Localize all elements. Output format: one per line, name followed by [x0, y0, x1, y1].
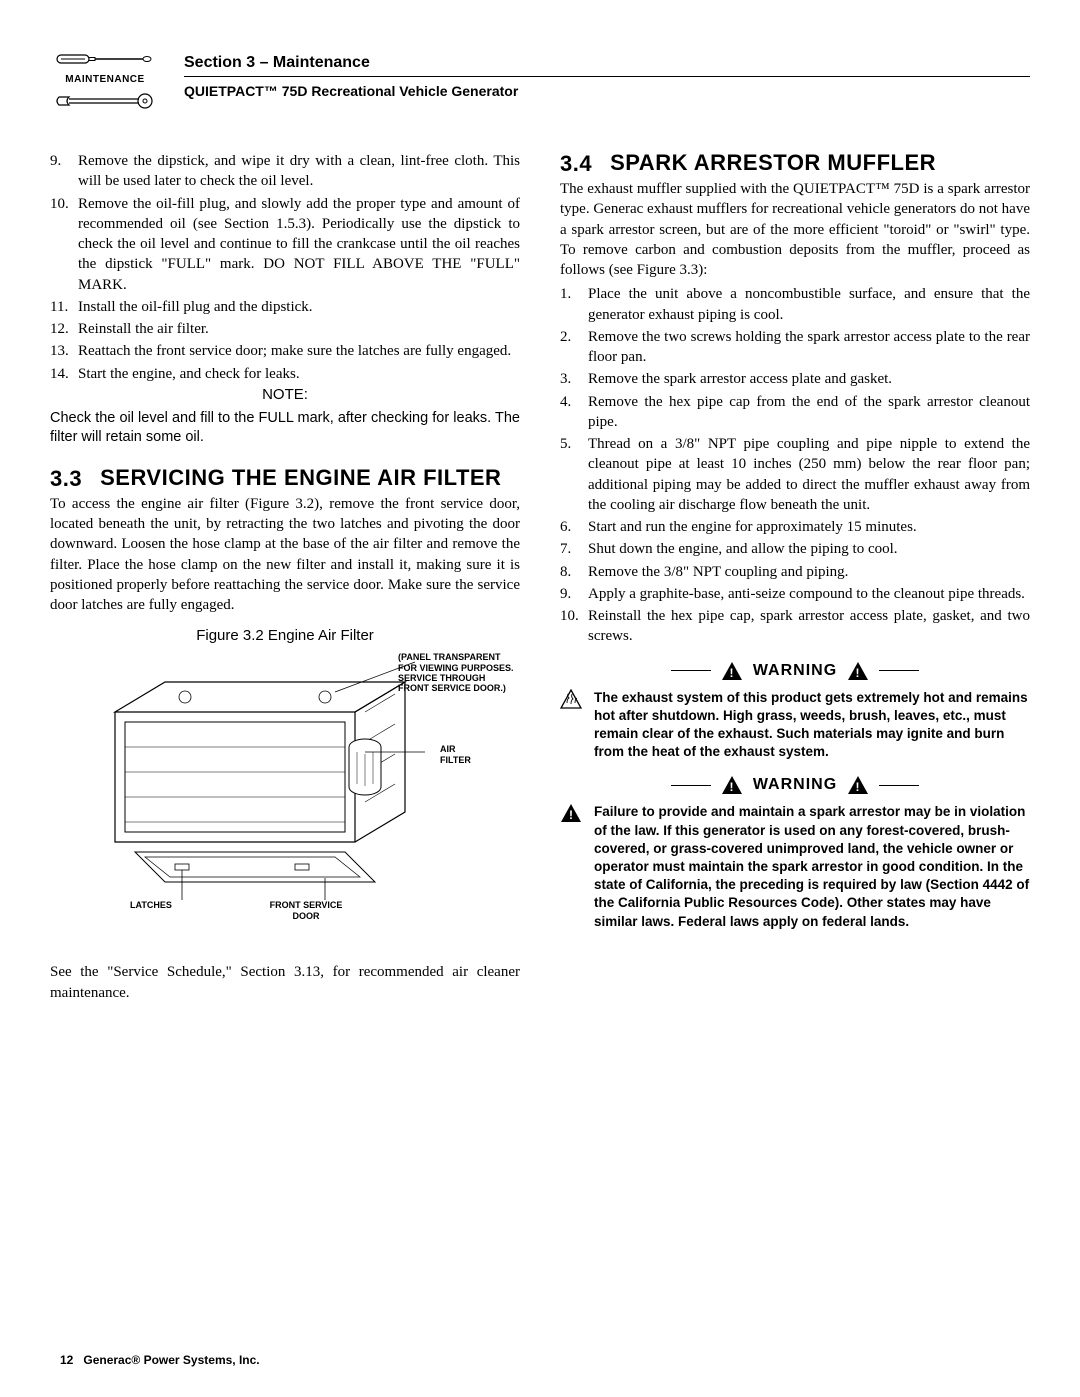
list-item: Reattach the front service door; make su…: [50, 341, 520, 361]
company-name: Generac® Power Systems, Inc.: [83, 1353, 259, 1367]
heading-text: SPARK ARRESTOR MUFFLER: [610, 151, 936, 177]
list-item: Reinstall the hex pipe cap, spark arrest…: [560, 606, 1030, 647]
warning-header-2: ! WARNING !: [560, 775, 1030, 795]
warning-body-1: The exhaust system of this product gets …: [560, 689, 1030, 762]
list-item: Remove the dipstick, and wipe it dry wit…: [50, 151, 520, 192]
warning-triangle-icon: !: [721, 775, 743, 795]
body-columns: Remove the dipstick, and wipe it dry wit…: [50, 151, 1030, 1013]
figure-caption: Figure 3.2 Engine Air Filter: [50, 627, 520, 644]
heading-number: 3.4: [560, 151, 592, 177]
page-footer: 12 Generac® Power Systems, Inc.: [60, 1353, 260, 1367]
header-titles: Section 3 – Maintenance QUIETPACT™ 75D R…: [184, 50, 1030, 99]
page-number: 12: [60, 1353, 73, 1367]
hot-surface-icon: [560, 689, 582, 709]
para-3-3: To access the engine air filter (Figure …: [50, 494, 520, 616]
list-item: Start the engine, and check for leaks.: [50, 364, 520, 384]
list-item: Apply a graphite-base, anti-seize compou…: [560, 584, 1030, 604]
list-item: Remove the two screws holding the spark …: [560, 327, 1030, 368]
list-item: Remove the spark arrestor access plate a…: [560, 369, 1030, 389]
warning-header-1: ! WARNING !: [560, 661, 1030, 681]
product-title: QUIETPACT™ 75D Recreational Vehicle Gene…: [184, 83, 1030, 99]
warning-label: WARNING: [753, 776, 837, 794]
note-label: NOTE:: [50, 386, 520, 403]
list-item: Place the unit above a noncombustible su…: [560, 284, 1030, 325]
warning-triangle-icon: !: [847, 661, 869, 681]
warning-triangle-icon: !: [721, 661, 743, 681]
heading-3-4: 3.4 SPARK ARRESTOR MUFFLER: [560, 151, 1030, 177]
svg-text:!: !: [729, 666, 734, 680]
list-item: Reinstall the air filter.: [50, 319, 520, 339]
warning-rule: [879, 670, 919, 671]
para-3-4-intro: The exhaust muffler supplied with the QU…: [560, 179, 1030, 280]
screwdriver-icon: [55, 50, 155, 68]
warning-text: The exhaust system of this product gets …: [594, 689, 1030, 762]
heading-text: SERVICING THE ENGINE AIR FILTER: [100, 466, 501, 492]
warning-triangle-icon: !: [560, 803, 582, 823]
front-door-label: FRONT SERVICE DOOR: [256, 900, 356, 921]
list-item: Shut down the engine, and allow the pipi…: [560, 539, 1030, 559]
spark-arrestor-steps: Place the unit above a noncombustible su…: [560, 284, 1030, 646]
svg-text:!: !: [856, 666, 861, 680]
right-column: 3.4 SPARK ARRESTOR MUFFLER The exhaust m…: [560, 151, 1030, 1013]
note-text: Check the oil level and fill to the FULL…: [50, 409, 520, 448]
para-service-schedule: See the "Service Schedule," Section 3.13…: [50, 962, 520, 1003]
warning-text: Failure to provide and maintain a spark …: [594, 803, 1030, 931]
warning-body-2: ! Failure to provide and maintain a spar…: [560, 803, 1030, 931]
header-icons: MAINTENANCE: [50, 50, 160, 111]
page-header: MAINTENANCE Section 3 – Maintenance QUIE…: [50, 50, 1030, 111]
figure-3-2: (PANEL TRANSPARENT FOR VIEWING PURPOSES.…: [50, 652, 520, 952]
heading-number: 3.3: [50, 466, 82, 492]
section-title: Section 3 – Maintenance: [184, 54, 1030, 72]
wrench-icon: [55, 91, 155, 111]
warning-label: WARNING: [753, 662, 837, 680]
warning-rule: [879, 785, 919, 786]
list-item: Thread on a 3/8" NPT pipe coupling and p…: [560, 434, 1030, 515]
list-item: Remove the hex pipe cap from the end of …: [560, 392, 1030, 433]
list-item: Install the oil-fill plug and the dipsti…: [50, 297, 520, 317]
left-column: Remove the dipstick, and wipe it dry wit…: [50, 151, 520, 1013]
maintenance-label: MAINTENANCE: [65, 74, 144, 85]
list-item: Remove the 3/8" NPT coupling and piping.: [560, 562, 1030, 582]
air-filter-label: AIR FILTER: [440, 744, 488, 765]
latches-label: LATCHES: [130, 900, 172, 910]
list-item: Remove the oil-fill plug, and slowly add…: [50, 194, 520, 295]
header-rule: [184, 76, 1030, 77]
svg-text:!: !: [856, 780, 861, 794]
continued-ordered-list: Remove the dipstick, and wipe it dry wit…: [50, 151, 520, 384]
svg-text:!: !: [569, 808, 573, 822]
heading-3-3: 3.3 SERVICING THE ENGINE AIR FILTER: [50, 466, 520, 492]
svg-text:!: !: [729, 780, 734, 794]
warning-rule: [671, 670, 711, 671]
list-item: Start and run the engine for approximate…: [560, 517, 1030, 537]
panel-note-label: (PANEL TRANSPARENT FOR VIEWING PURPOSES.…: [398, 652, 518, 693]
warning-rule: [671, 785, 711, 786]
warning-triangle-icon: !: [847, 775, 869, 795]
